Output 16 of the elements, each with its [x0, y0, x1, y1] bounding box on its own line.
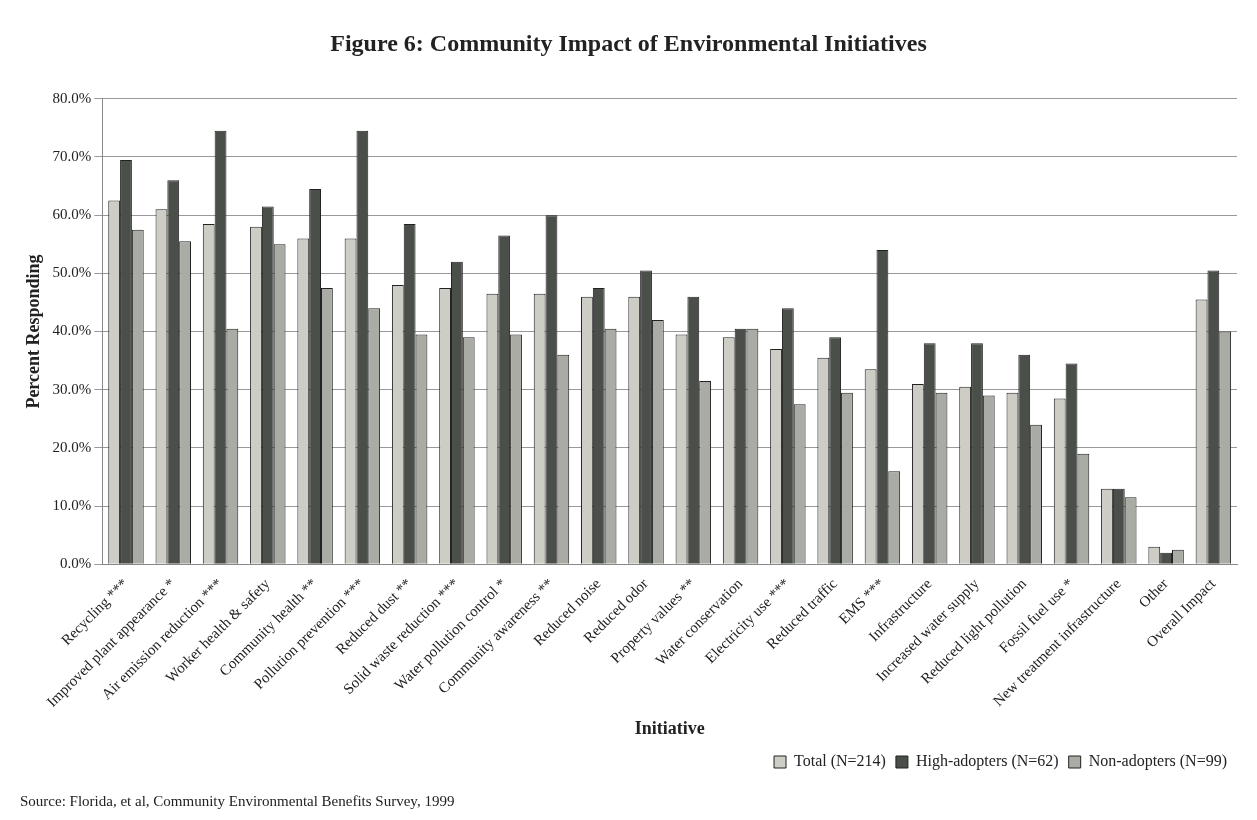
- x-axis-title: Initiative: [634, 717, 705, 738]
- y-axis-title: Percent Responding: [23, 254, 44, 409]
- legend-label: Non-adopters (N=99): [1088, 752, 1228, 771]
- y-tick-label: 70.0%: [52, 147, 92, 164]
- y-tick-label: 40.0%: [52, 322, 92, 339]
- source-note: Source: Florida, et al, Community Environmental Benefits Survey, 1999: [20, 793, 455, 810]
- y-tick-label: 10.0%: [52, 497, 92, 514]
- y-tick-label: 60.0%: [52, 206, 92, 223]
- y-tick-label: 80.0%: [52, 89, 92, 106]
- chart-title: Figure 6: Community Impact of Environmental Initiatives: [330, 29, 927, 56]
- y-tick-label: 30.0%: [52, 380, 92, 397]
- y-tick-label: 20.0%: [52, 438, 92, 455]
- legend-label: Total (N=214): [794, 752, 886, 771]
- legend-label: High-adopters (N=62): [915, 752, 1059, 771]
- y-tick-label: 0.0%: [60, 555, 92, 572]
- y-tick-label: 50.0%: [52, 264, 92, 281]
